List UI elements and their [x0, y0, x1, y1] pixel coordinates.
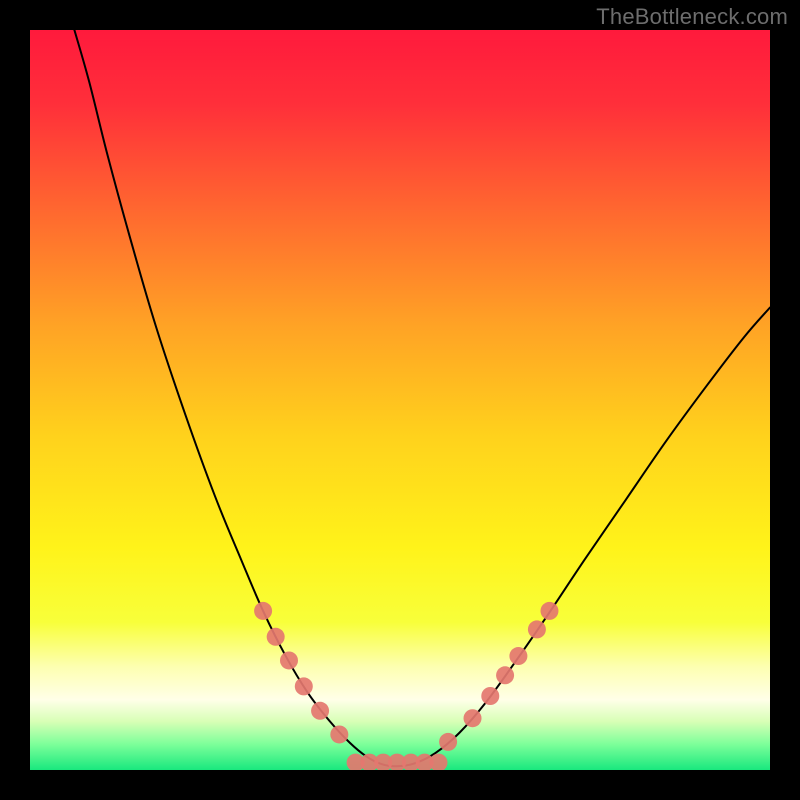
marker-right-4 — [509, 647, 527, 665]
marker-left-5 — [330, 725, 348, 743]
marker-right-6 — [540, 602, 558, 620]
plot-area — [30, 30, 770, 770]
marker-right-2 — [481, 687, 499, 705]
gradient-background — [30, 30, 770, 770]
marker-left-1 — [267, 628, 285, 646]
bottleneck-chart — [30, 30, 770, 770]
watermark-text: TheBottleneck.com — [596, 4, 788, 30]
marker-right-1 — [464, 709, 482, 727]
marker-right-5 — [528, 620, 546, 638]
marker-right-0 — [439, 733, 457, 751]
marker-left-2 — [280, 651, 298, 669]
stage: TheBottleneck.com — [0, 0, 800, 800]
marker-left-3 — [295, 677, 313, 695]
marker-right-3 — [496, 666, 514, 684]
marker-left-0 — [254, 602, 272, 620]
marker-left-4 — [311, 702, 329, 720]
